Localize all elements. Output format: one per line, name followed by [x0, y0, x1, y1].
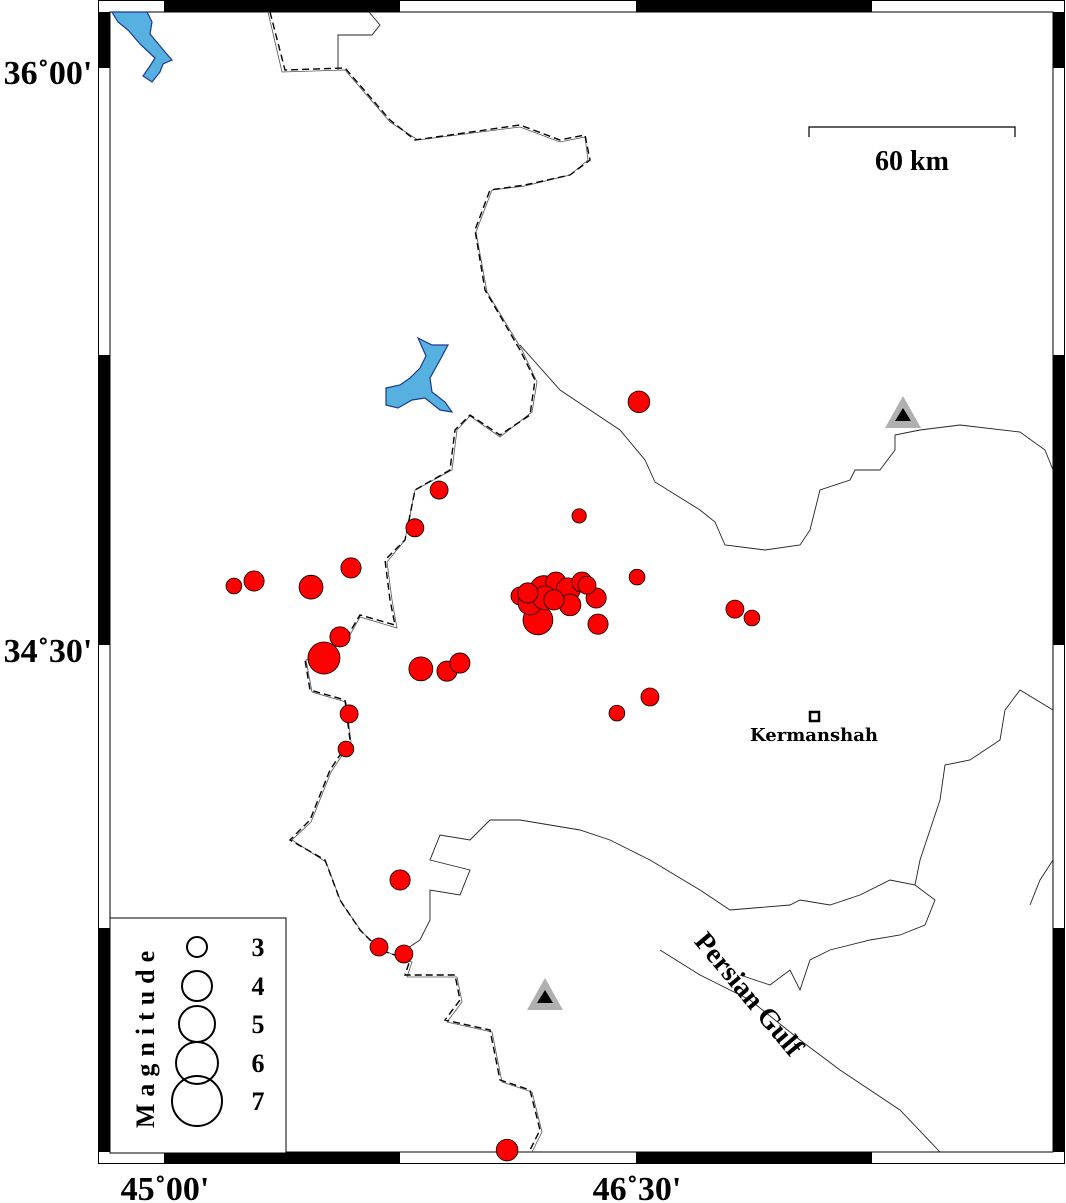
legend-magnitude-label: 5 [252, 1010, 265, 1039]
earthquake-event [587, 613, 609, 635]
legend-circle [186, 936, 208, 958]
earthquake-event [517, 582, 539, 604]
lon-label: 46˚30' [593, 1171, 682, 1203]
earthquake-event [543, 589, 565, 611]
seismic-station [885, 396, 921, 428]
earthquake-event [495, 1138, 519, 1162]
earthquake-event [298, 574, 324, 600]
earthquake-event [394, 944, 414, 964]
legend-magnitude-label: 3 [252, 933, 265, 962]
earthquake-events [225, 390, 761, 1162]
earthquake-event [608, 704, 626, 722]
legend-circle [175, 1041, 219, 1085]
earthquake-event [725, 599, 745, 619]
scale-bar-label: 60 km [875, 146, 949, 177]
international-border [267, 11, 591, 1153]
earthquake-event [329, 626, 351, 648]
earthquake-event [307, 641, 341, 675]
lake-central [385, 336, 454, 413]
earthquake-event [577, 575, 597, 595]
lat-label: 34˚30' [4, 633, 93, 670]
earthquake-event [243, 570, 265, 592]
city-marker-icon [808, 710, 821, 723]
city-label: Kermanshah [750, 725, 878, 746]
earthquake-event [405, 518, 425, 538]
earthquake-event [337, 740, 355, 758]
lon-label: 45˚00' [121, 1171, 210, 1203]
magnitude-legend: Magnitude 3 4 5 6 7 [109, 917, 287, 1154]
legend-title: Magnitude [131, 944, 160, 1128]
earthquake-event [369, 937, 389, 957]
earthquake-event [339, 704, 359, 724]
earthquake-event [571, 508, 587, 524]
legend-magnitude-label: 7 [252, 1087, 265, 1116]
earthquake-event [389, 869, 411, 891]
earthquake-event [340, 557, 362, 579]
lake-north [110, 11, 173, 83]
earthquake-event [449, 652, 471, 674]
earthquake-event [628, 568, 646, 586]
earthquake-event [743, 609, 761, 627]
seismic-station [527, 978, 563, 1010]
earthquake-event [408, 656, 434, 682]
legend-magnitude-label: 6 [252, 1049, 265, 1078]
legend-circle [181, 970, 213, 1002]
earthquake-event [627, 390, 651, 414]
city-kermanshah: Kermanshah [750, 710, 878, 746]
lat-label: 36˚00' [4, 55, 93, 92]
legend-magnitude-label: 4 [252, 972, 265, 1001]
legend-circle [171, 1075, 223, 1127]
earthquake-event [429, 480, 449, 500]
earthquake-event [640, 687, 660, 707]
earthquake-event [225, 577, 243, 595]
scale-bar: 60 km [808, 126, 1016, 177]
provincial-boundary [337, 11, 1054, 1153]
